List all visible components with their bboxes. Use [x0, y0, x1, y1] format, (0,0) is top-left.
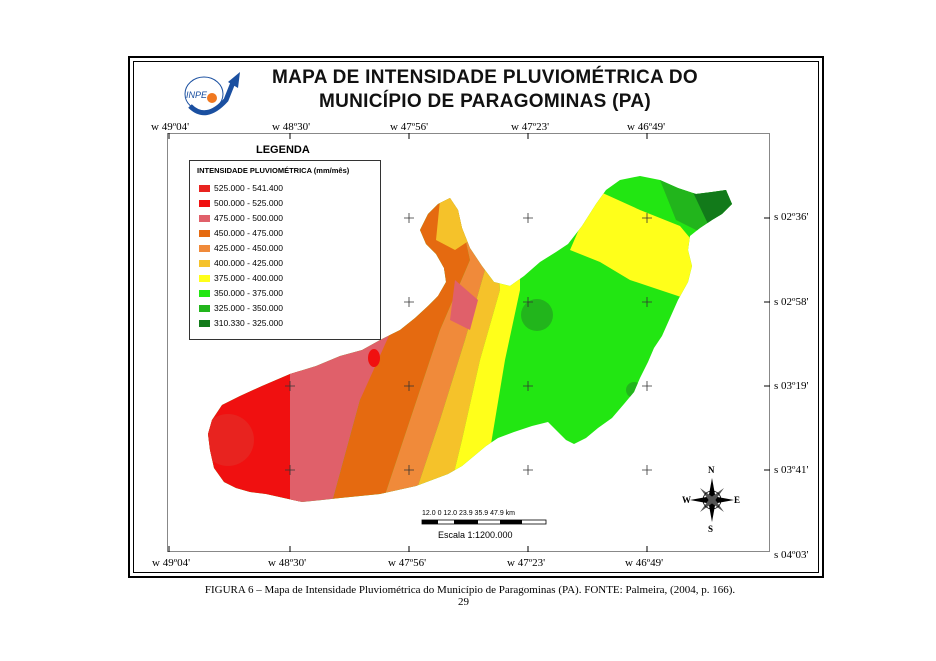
legend-item: 310.330 - 325.000 [199, 318, 283, 328]
top-coord-3: w 47º56' [390, 121, 429, 133]
legend-swatch [199, 229, 210, 237]
top-coord-5: w 46º49' [627, 121, 666, 133]
legend-label: 425.000 - 450.000 [214, 243, 284, 253]
legend-item: 475.000 - 500.000 [199, 213, 283, 223]
right-coord-4: s 03º41' [774, 464, 809, 476]
legend-swatch [199, 244, 210, 252]
top-coord-4: w 47º23' [511, 121, 550, 133]
top-coord-2: w 48º30' [272, 121, 311, 133]
bottom-coord-3: w 47º56' [388, 557, 427, 569]
scale-ticks: 12.0 0 12.0 23.9 35.9 47.9 km [422, 510, 516, 517]
page-number: 29 [458, 596, 469, 608]
legend-subtitle: INTENSIDADE PLUVIOMÉTRICA (mm/mês) [197, 166, 350, 175]
compass-rose [690, 478, 734, 522]
logo-text: INPE [186, 90, 208, 100]
bottom-coord-4: w 47º23' [507, 557, 546, 569]
legend-label: 500.000 - 525.000 [214, 198, 284, 208]
compass-north: N [708, 465, 715, 475]
inner-frame [133, 61, 819, 573]
legend-item: 325.000 - 350.000 [199, 303, 283, 313]
bottom-coord-1: w 49º04' [152, 557, 191, 569]
scale-bar [421, 519, 547, 525]
legend-swatch [199, 304, 210, 312]
bottom-coord-5: w 46º49' [625, 557, 664, 569]
scale-label: Escala 1:1200.000 [438, 530, 513, 540]
compass-south: S [708, 524, 714, 534]
legend-item: 525.000 - 541.400 [199, 183, 283, 193]
legend-label: 475.000 - 500.000 [214, 213, 284, 223]
right-coord-2: s 02º58' [774, 296, 809, 308]
legend-label: 400.000 - 425.000 [214, 258, 284, 268]
legend-label: 310.330 - 325.000 [214, 318, 284, 328]
legend-swatch [199, 184, 210, 192]
legend-swatch [199, 319, 210, 327]
legend-item: 500.000 - 525.000 [199, 198, 283, 208]
legend-swatch [199, 289, 210, 297]
legend-label: 325.000 - 350.000 [214, 303, 284, 313]
outer-frame [128, 56, 824, 578]
right-coord-3: s 03º19' [774, 380, 809, 392]
legend-swatch [199, 214, 210, 222]
legend-swatch [199, 274, 210, 282]
legend-label: 450.000 - 475.000 [214, 228, 284, 238]
figure-caption: FIGURA 6 – Mapa de Intensidade Pluviomét… [204, 584, 736, 596]
bottom-coord-2: w 48º30' [268, 557, 307, 569]
legend-label: 525.000 - 541.400 [214, 183, 284, 193]
legend-item: 375.000 - 400.000 [199, 273, 283, 283]
top-coord-1: w 49º04' [151, 121, 190, 133]
legend-item: 425.000 - 450.000 [199, 243, 283, 253]
map-title: MAPA DE INTENSIDADE PLUVIOMÉTRICA DO MUN… [240, 66, 730, 114]
right-coord-5: s 04º03' [774, 549, 809, 561]
legend-label: 375.000 - 400.000 [214, 273, 284, 283]
compass-east: E [734, 495, 741, 505]
inpe-logo: INPE [182, 70, 242, 120]
right-coord-1: s 02º36' [774, 211, 809, 223]
legend-item: 400.000 - 425.000 [199, 258, 283, 268]
legend-item: 350.000 - 375.000 [199, 288, 283, 298]
legend-swatch [199, 199, 210, 207]
map-title-line1: MAPA DE INTENSIDADE PLUVIOMÉTRICA DO [272, 67, 698, 88]
compass-west: W [682, 495, 691, 505]
legend-box [189, 160, 381, 340]
map-title-line2: MUNICÍPIO DE PARAGOMINAS (PA) [318, 91, 652, 112]
legend-label: 350.000 - 375.000 [214, 288, 284, 298]
legend-item: 450.000 - 475.000 [199, 228, 283, 238]
legend-title: LEGENDA [256, 144, 310, 156]
legend-swatch [199, 259, 210, 267]
map-area [167, 133, 770, 552]
